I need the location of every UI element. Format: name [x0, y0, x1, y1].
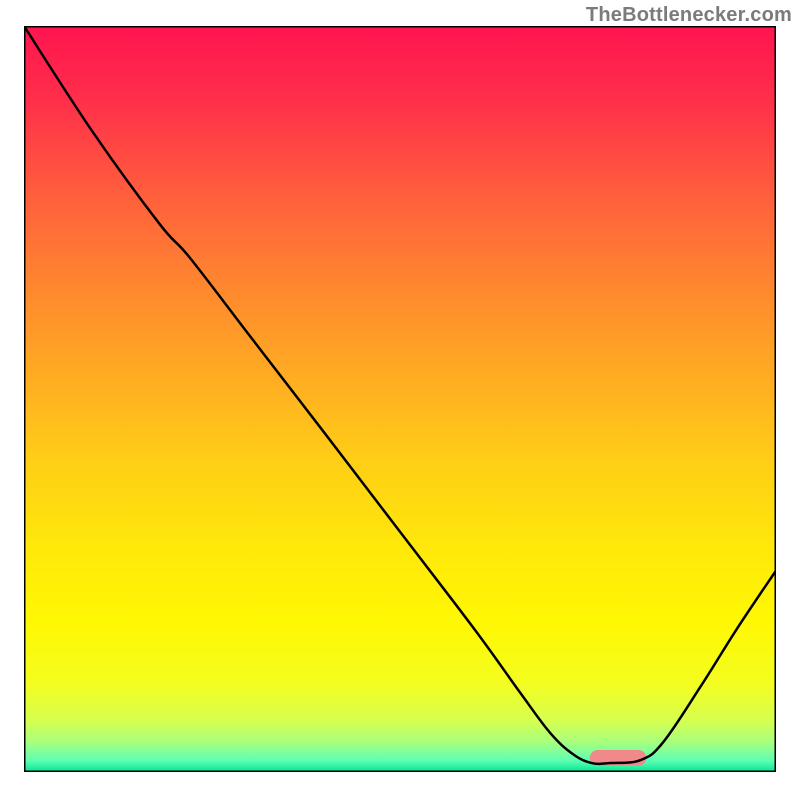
watermark-label: TheBottlenecker.com — [586, 4, 792, 27]
plot-background — [24, 26, 776, 772]
plot-svg — [24, 26, 776, 772]
plot-area — [24, 26, 776, 772]
chart-root: TheBottlenecker.com — [0, 0, 800, 800]
